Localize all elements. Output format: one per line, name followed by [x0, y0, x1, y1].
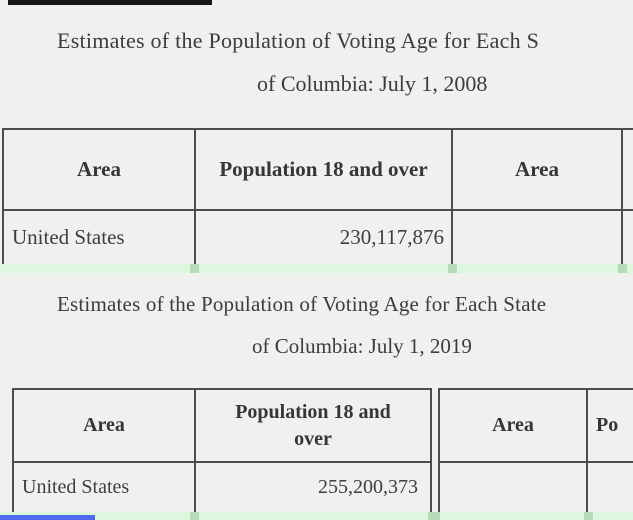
bottom-edge-artifact-bar — [0, 515, 95, 520]
header-area-left-2008: Area — [4, 130, 196, 211]
cell-area-united-states-2008: United States — [4, 211, 196, 264]
strip-square — [448, 264, 457, 273]
cell-empty-clipped-2019 — [588, 463, 633, 512]
population-table-2019-right: Area Po — [438, 388, 633, 512]
strip-square — [584, 512, 593, 520]
top-edge-artifact-bar — [8, 0, 212, 5]
cell-empty-clipped-2008 — [623, 211, 633, 264]
table-title-2019-line2: of Columbia: July 1, 2019 — [252, 334, 472, 358]
header-area-right-2008: Area — [453, 130, 623, 211]
header-area-right-2019: Area — [440, 390, 588, 463]
cell-area-united-states-2019: United States — [14, 463, 196, 512]
header-area-left-2019: Area — [14, 390, 196, 463]
strip-square — [190, 512, 199, 520]
cell-population-value-2019: 255,200,373 — [196, 463, 432, 512]
header-population-2008: Population 18 and over — [196, 130, 453, 211]
header-population-clipped-2019: Po — [588, 390, 633, 463]
strip-square — [428, 512, 440, 520]
population-table-2019-left: Area Population 18 and over United State… — [12, 388, 432, 512]
table-title-2008-line2: of Columbia: July 1, 2008 — [257, 71, 488, 96]
population-table-2008: Area Population 18 and over Area United … — [2, 128, 633, 264]
cell-empty-area-2019 — [440, 463, 588, 512]
strip-square — [190, 264, 199, 273]
header-population-2019: Population 18 and over — [196, 390, 432, 463]
strip-square — [618, 264, 627, 273]
cell-population-value-2008: 230,117,876 — [196, 211, 453, 264]
cell-empty-area-2008 — [453, 211, 623, 264]
table-title-2008-line1: Estimates of the Population of Voting Ag… — [57, 28, 540, 53]
header-clipped-column-2008 — [623, 130, 633, 211]
table-title-2019-line1: Estimates of the Population of Voting Ag… — [57, 292, 547, 316]
highlight-strip-2019 — [0, 512, 633, 520]
highlight-strip-2008 — [0, 264, 633, 273]
